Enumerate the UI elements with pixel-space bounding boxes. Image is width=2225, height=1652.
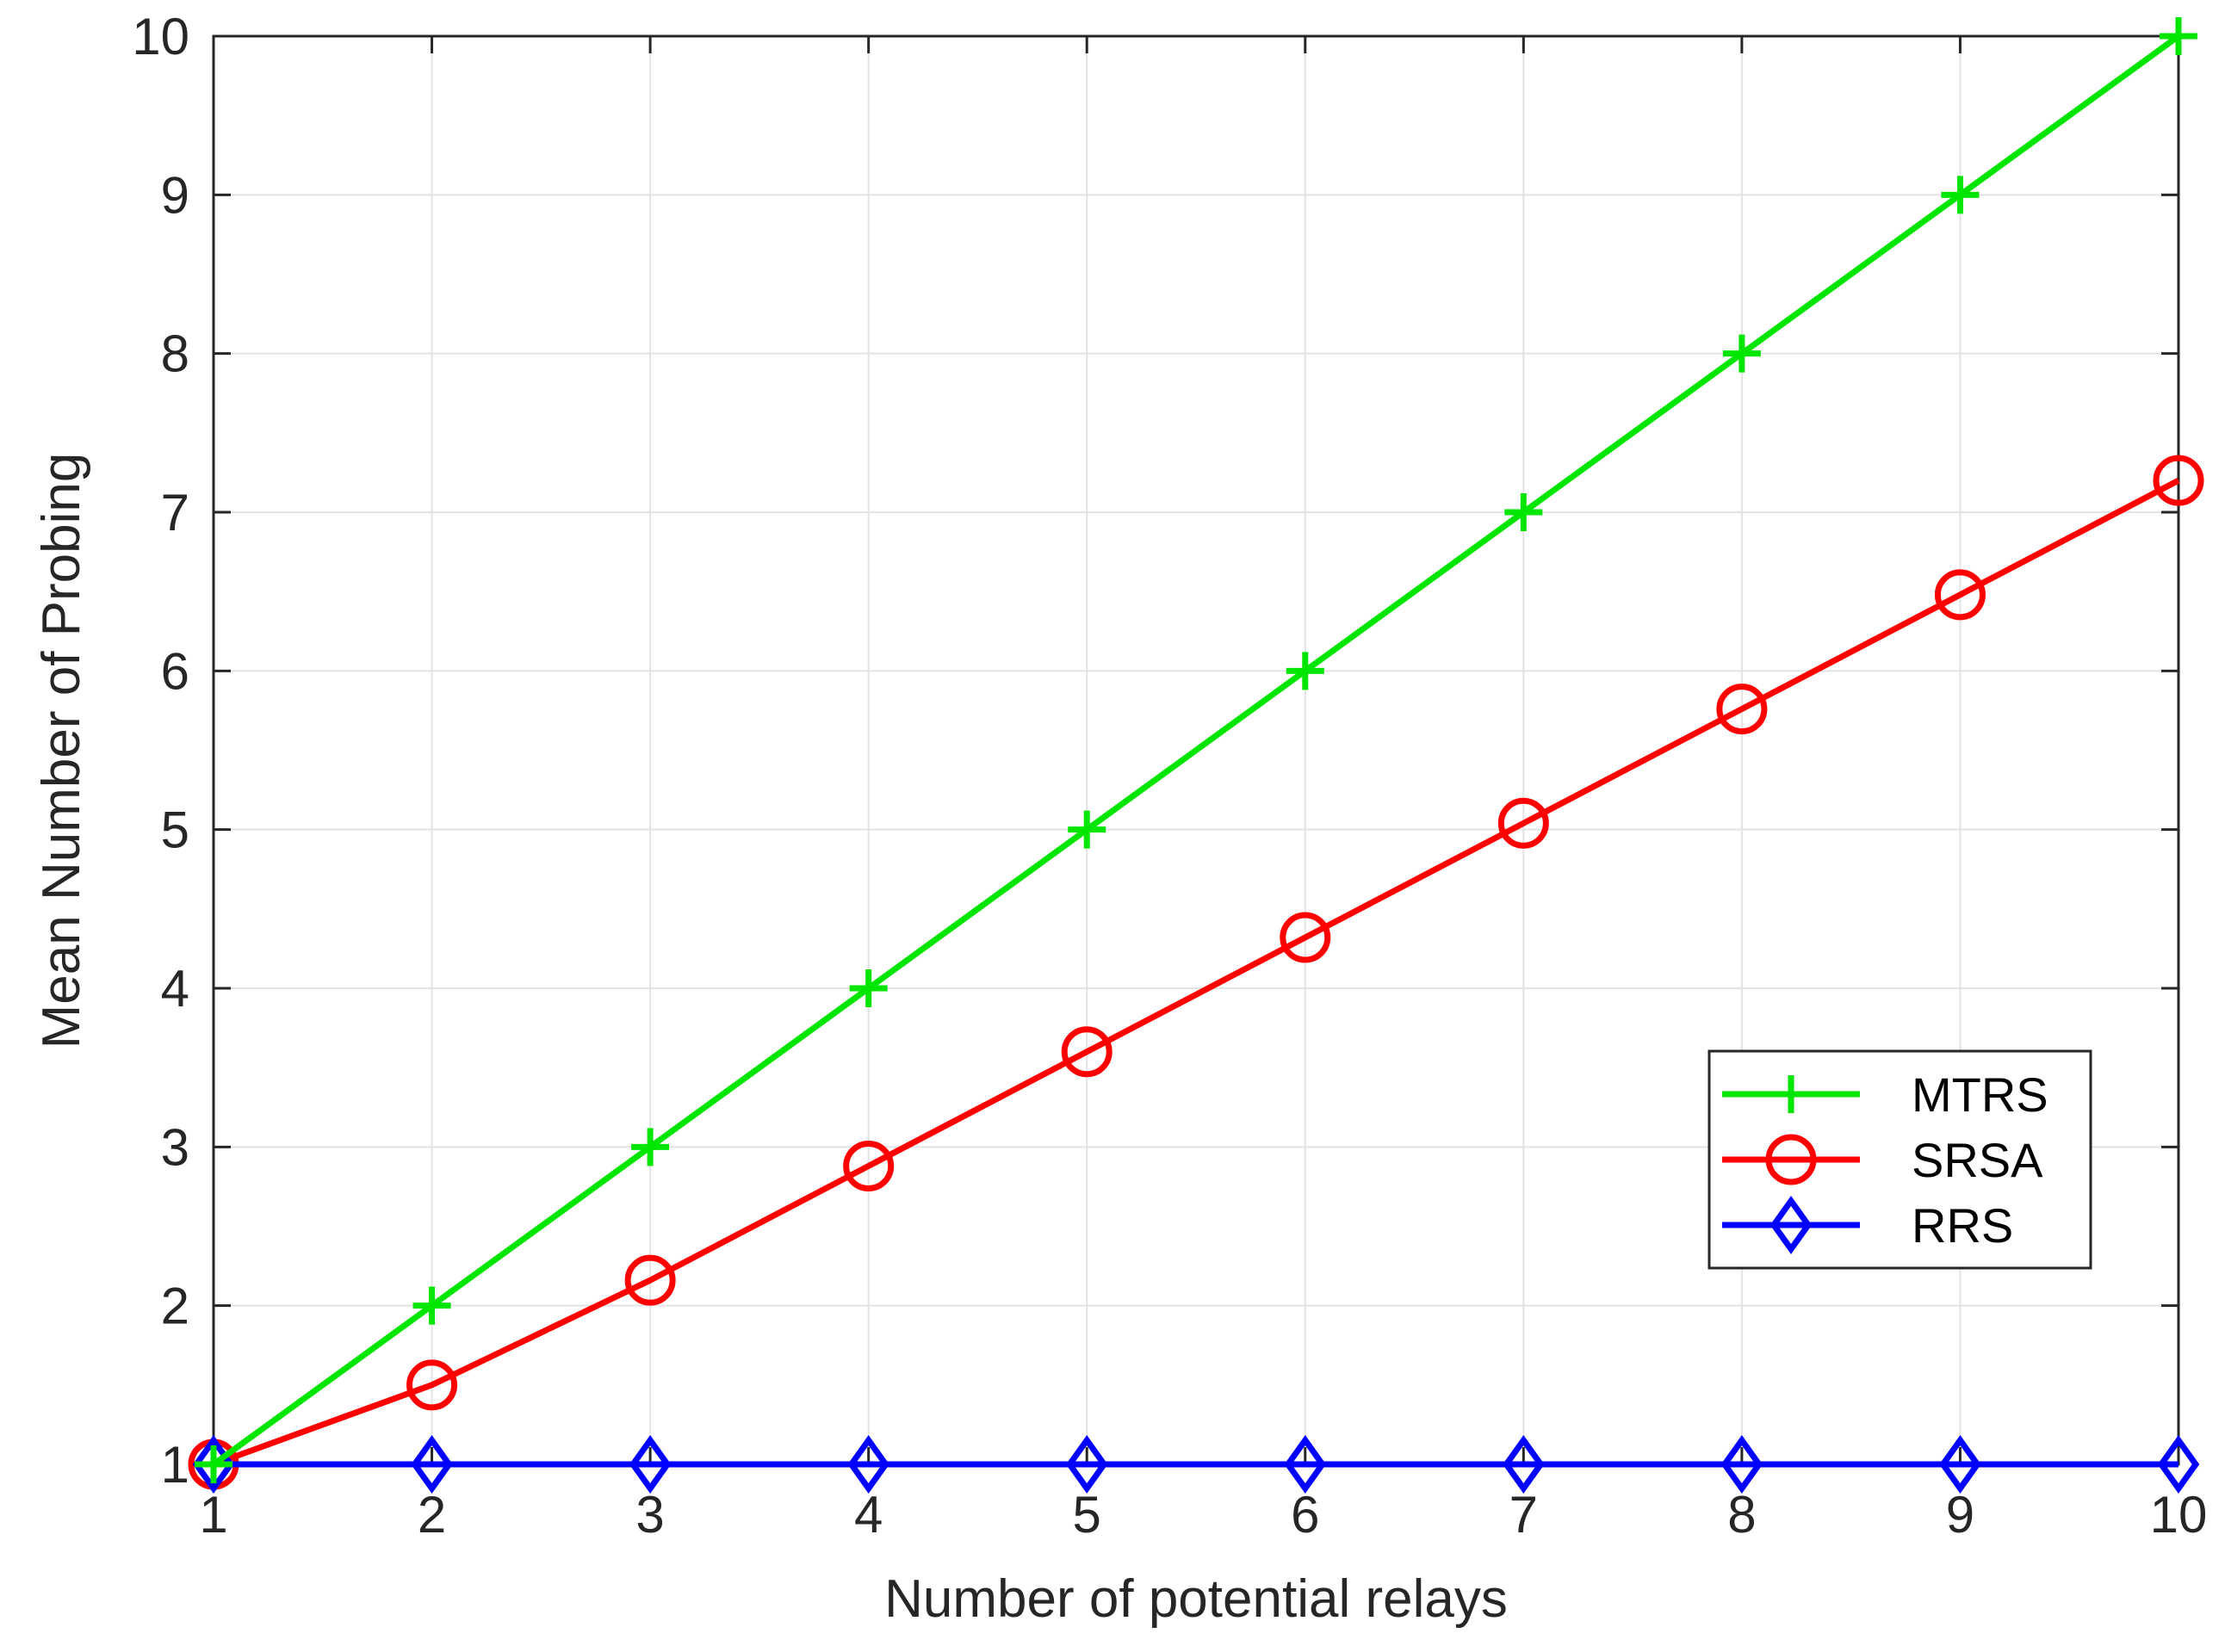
- x-tick-label: 2: [418, 1486, 446, 1544]
- y-tick-label: 9: [161, 166, 189, 224]
- y-tick-label: 6: [161, 642, 189, 700]
- legend-label-mtrs: MTRS: [1912, 1067, 2048, 1122]
- x-tick-label: 3: [635, 1486, 664, 1544]
- y-tick-label: 7: [161, 484, 189, 541]
- x-axis-title: Number of potential relays: [884, 1569, 1508, 1629]
- x-tick-label: 4: [854, 1486, 883, 1544]
- x-tick-label: 1: [199, 1486, 227, 1544]
- x-tick-label: 5: [1073, 1486, 1101, 1544]
- legend-label-srsa: SRSA: [1912, 1133, 2043, 1187]
- y-tick-label: 1: [161, 1436, 189, 1494]
- x-tick-label: 6: [1291, 1486, 1319, 1544]
- y-tick-label: 3: [161, 1118, 189, 1176]
- y-tick-label: 10: [132, 8, 189, 65]
- y-tick-label: 2: [161, 1278, 189, 1335]
- legend-label-rrs: RRS: [1912, 1198, 2013, 1253]
- y-tick-label: 8: [161, 325, 189, 383]
- x-tick-label: 8: [1727, 1486, 1756, 1544]
- y-tick-label: 5: [161, 801, 189, 859]
- y-axis-title: Mean Number of Probing: [32, 453, 91, 1049]
- legend: MTRS SRSA RRS: [1709, 1051, 2091, 1268]
- x-tick-label: 9: [1946, 1486, 1974, 1544]
- x-tick-label: 7: [1509, 1486, 1538, 1544]
- x-tick-label: 10: [2150, 1486, 2208, 1544]
- y-tick-label: 4: [161, 960, 189, 1018]
